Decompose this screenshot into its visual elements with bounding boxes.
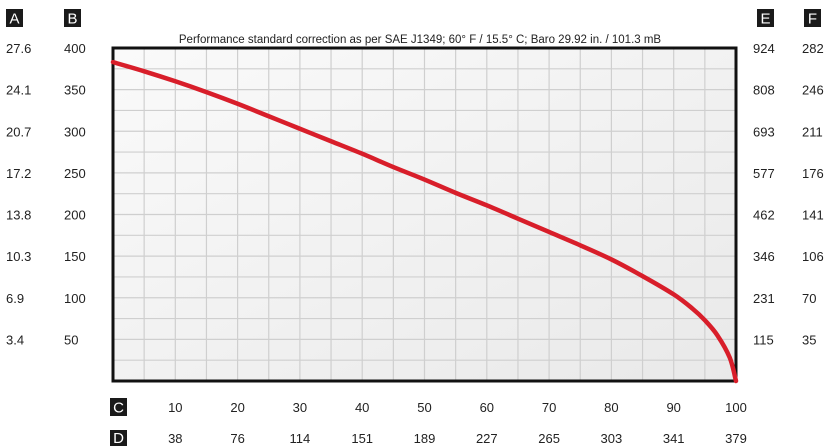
axis-badge-a-label: A xyxy=(9,11,19,28)
axis-f-tick-label: 211 xyxy=(802,124,823,139)
axis-b-tick-label: 400 xyxy=(64,41,86,56)
axis-d-ticks: 38 76 114 151 189 227 265 303 341 379 xyxy=(168,431,747,446)
axis-f-ticks: 282 246 211 176 141 106 70 35 xyxy=(802,41,824,347)
axis-badge-e-label: E xyxy=(760,11,770,28)
axis-a-tick-label: 13.8 xyxy=(6,208,31,223)
axis-c-tick-label: 50 xyxy=(417,400,431,415)
axis-badge-c-label: C xyxy=(113,400,124,417)
axis-badge-d: D xyxy=(110,430,127,446)
axis-d-tick-label: 189 xyxy=(414,431,436,446)
axis-a-tick-label: 24.1 xyxy=(6,83,31,98)
axis-e-tick-label: 693 xyxy=(753,124,775,139)
axis-e-tick-label: 462 xyxy=(753,208,775,223)
axis-d-tick-label: 265 xyxy=(538,431,560,446)
axis-b-tick-label: 50 xyxy=(64,332,78,347)
axis-e-tick-label: 231 xyxy=(753,291,775,306)
axis-d-tick-label: 114 xyxy=(290,431,311,446)
axis-a-tick-label: 3.4 xyxy=(6,332,24,347)
axis-d-tick-label: 38 xyxy=(168,431,182,446)
axis-a-tick-label: 10.3 xyxy=(6,249,31,264)
grid-horizontal xyxy=(113,68,736,361)
axis-e-tick-label: 577 xyxy=(753,166,775,181)
axis-e-tick-label: 808 xyxy=(753,83,775,98)
axis-c-tick-label: 20 xyxy=(230,400,244,415)
axis-badge-b: B xyxy=(64,9,81,28)
axis-badge-e: E xyxy=(757,9,774,28)
axis-f-tick-label: 106 xyxy=(802,249,824,264)
axis-a-tick-label: 6.9 xyxy=(6,291,24,306)
axis-c-tick-label: 60 xyxy=(480,400,494,415)
axis-d-tick-label: 227 xyxy=(476,431,498,446)
axis-d-tick-label: 379 xyxy=(725,431,747,446)
axis-c-ticks: 10 20 30 40 50 60 70 80 90 100 xyxy=(168,400,747,415)
axis-c-tick-label: 90 xyxy=(666,400,680,415)
axis-badge-a: A xyxy=(6,9,23,28)
axis-f-tick-label: 141 xyxy=(802,208,824,223)
axis-f-tick-label: 176 xyxy=(802,166,824,181)
axis-b-tick-label: 100 xyxy=(64,291,86,306)
axis-c-tick-label: 40 xyxy=(355,400,369,415)
plot-frame xyxy=(111,46,738,383)
axis-badge-f-label: F xyxy=(808,11,817,28)
axis-f-tick-label: 282 xyxy=(802,41,824,56)
series-layer xyxy=(110,59,739,384)
chart-title: Performance standard correction as per S… xyxy=(179,34,662,46)
axis-a-tick-label: 27.6 xyxy=(6,41,31,56)
axis-d-tick-label: 303 xyxy=(601,431,623,446)
axis-b-ticks: 400 350 300 250 200 150 100 50 xyxy=(64,41,86,347)
axis-badge-d-label: D xyxy=(113,430,124,446)
axis-badge-b-label: B xyxy=(67,11,77,28)
axis-c-tick-label: 10 xyxy=(168,400,182,415)
axis-a-tick-label: 20.7 xyxy=(6,124,31,139)
axis-e-tick-label: 924 xyxy=(753,41,775,56)
series-line-1 xyxy=(110,59,739,384)
axis-b-tick-label: 300 xyxy=(64,124,86,139)
axis-b-tick-label: 150 xyxy=(64,249,86,264)
axis-e-ticks: 924 808 693 577 462 346 231 115 xyxy=(753,41,775,347)
axis-d-tick-label: 76 xyxy=(230,431,244,446)
axis-f-tick-label: 35 xyxy=(802,332,816,347)
axis-b-tick-label: 250 xyxy=(64,166,86,181)
axis-b-tick-label: 350 xyxy=(64,83,86,98)
axis-badge-f: F xyxy=(804,9,821,28)
axis-badge-c: C xyxy=(110,398,127,417)
axis-c-tick-label: 30 xyxy=(293,400,307,415)
axis-a-tick-label: 17.2 xyxy=(6,166,31,181)
axis-c-tick-label: 100 xyxy=(725,400,747,415)
axis-c-tick-label: 80 xyxy=(604,400,618,415)
axis-a-ticks: 27.6 24.1 20.7 17.2 13.8 10.3 6.9 3.4 xyxy=(6,41,31,347)
axis-f-tick-label: 70 xyxy=(802,291,816,306)
axis-e-tick-label: 115 xyxy=(753,332,774,347)
axis-b-tick-label: 200 xyxy=(64,208,86,223)
axis-d-tick-label: 151 xyxy=(351,431,373,446)
axis-d-tick-label: 341 xyxy=(663,431,685,446)
axis-e-tick-label: 346 xyxy=(753,249,775,264)
axis-c-tick-label: 70 xyxy=(542,400,556,415)
axis-f-tick-label: 246 xyxy=(802,83,824,98)
